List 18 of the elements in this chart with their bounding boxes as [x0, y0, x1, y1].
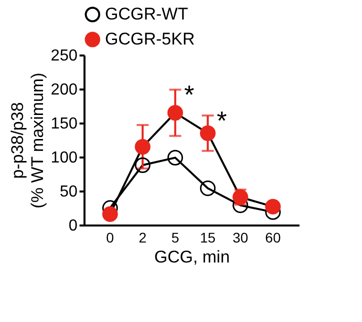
y-tick-label: 250	[50, 48, 78, 64]
x-tick-label: 0	[106, 230, 114, 246]
annotation: *	[216, 106, 227, 136]
x-tick-label: 15	[200, 230, 216, 246]
legend-label: GCGR-WT	[105, 4, 188, 24]
x-tick-label: 2	[138, 230, 147, 246]
y-axis-title: p-p38/p38 (% WT maximum)	[8, 72, 47, 208]
x-tick-label: 5	[171, 230, 180, 246]
y-tick-label: 150	[50, 116, 78, 132]
y-tick-label: 0	[68, 218, 78, 234]
annotation: *	[184, 80, 194, 110]
x-axis-title: GCG, min	[154, 248, 230, 266]
y-tick-label: 100	[50, 150, 78, 166]
x-tick-label: 30	[232, 230, 248, 246]
y-tick-label: 50	[60, 184, 78, 200]
x-tick-label: 60	[265, 230, 281, 246]
y-tick-label: 200	[50, 82, 78, 98]
legend-label: GCGR-5KR	[105, 30, 195, 48]
